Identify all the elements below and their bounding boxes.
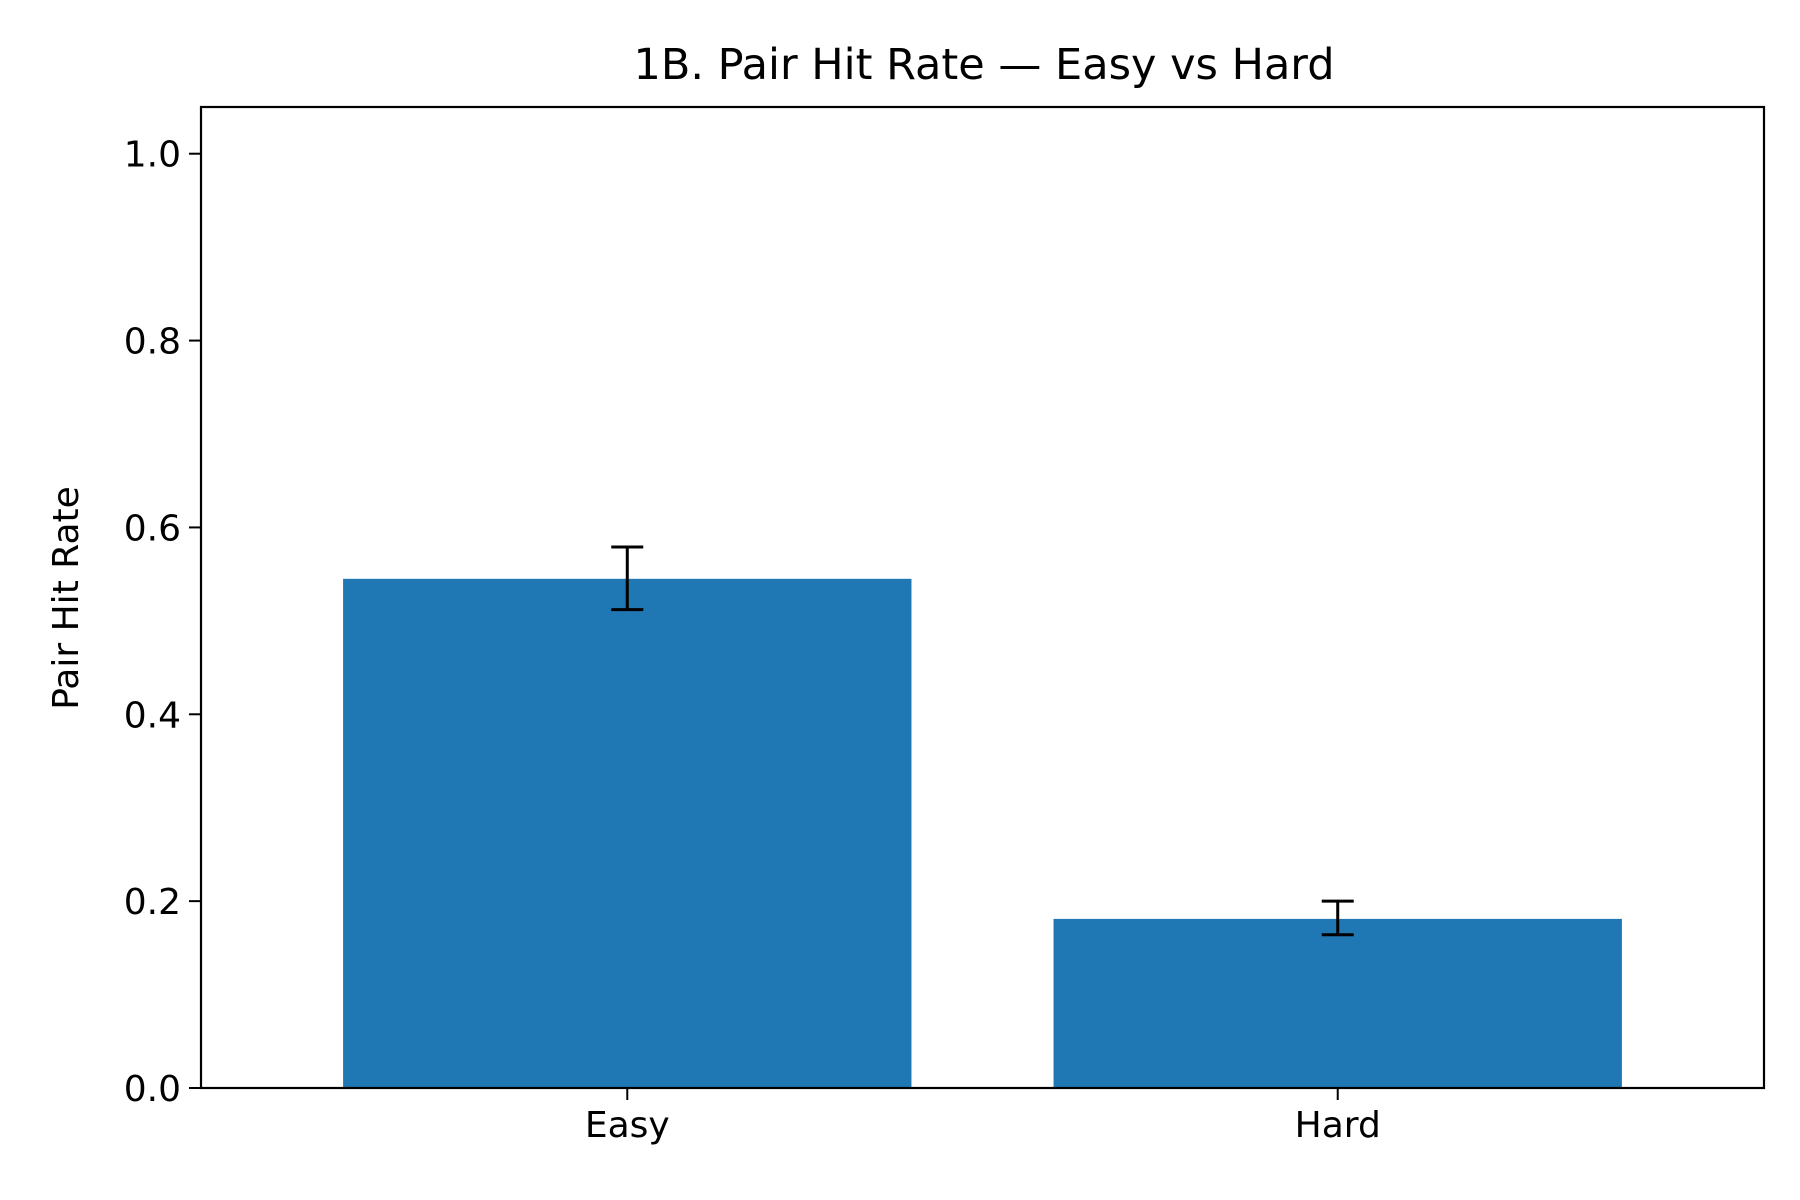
- chart-title: 1B. Pair Hit Rate — Easy vs Hard: [633, 40, 1334, 90]
- y-tick-label-1-0: 1.0: [124, 135, 181, 176]
- errorbars-layer: [611, 545, 1354, 937]
- bar-easy: [343, 578, 912, 1088]
- y-tick-label-0-4: 0.4: [124, 695, 181, 736]
- x-tick-label-easy: Easy: [585, 1105, 670, 1146]
- y-axis-label: Pair Hit Rate: [46, 486, 87, 710]
- y-tick-label-0-8: 0.8: [124, 322, 181, 363]
- x-axis-ticks: Easy Hard: [585, 1088, 1381, 1146]
- bars-layer: [343, 578, 1622, 1088]
- y-tick-label-0-6: 0.6: [124, 508, 181, 549]
- bar-hard: [1053, 918, 1622, 1088]
- error-bar-easy: [611, 545, 644, 612]
- y-tick-label-0-0: 0.0: [124, 1069, 181, 1110]
- error-bar-hard: [1321, 899, 1354, 937]
- y-tick-label-0-2: 0.2: [124, 882, 181, 923]
- x-tick-label-hard: Hard: [1295, 1105, 1381, 1146]
- y-axis-ticks: 0.0 0.2 0.4 0.6 0.8 1.0: [124, 135, 201, 1110]
- plot-frame: [199, 105, 1766, 1090]
